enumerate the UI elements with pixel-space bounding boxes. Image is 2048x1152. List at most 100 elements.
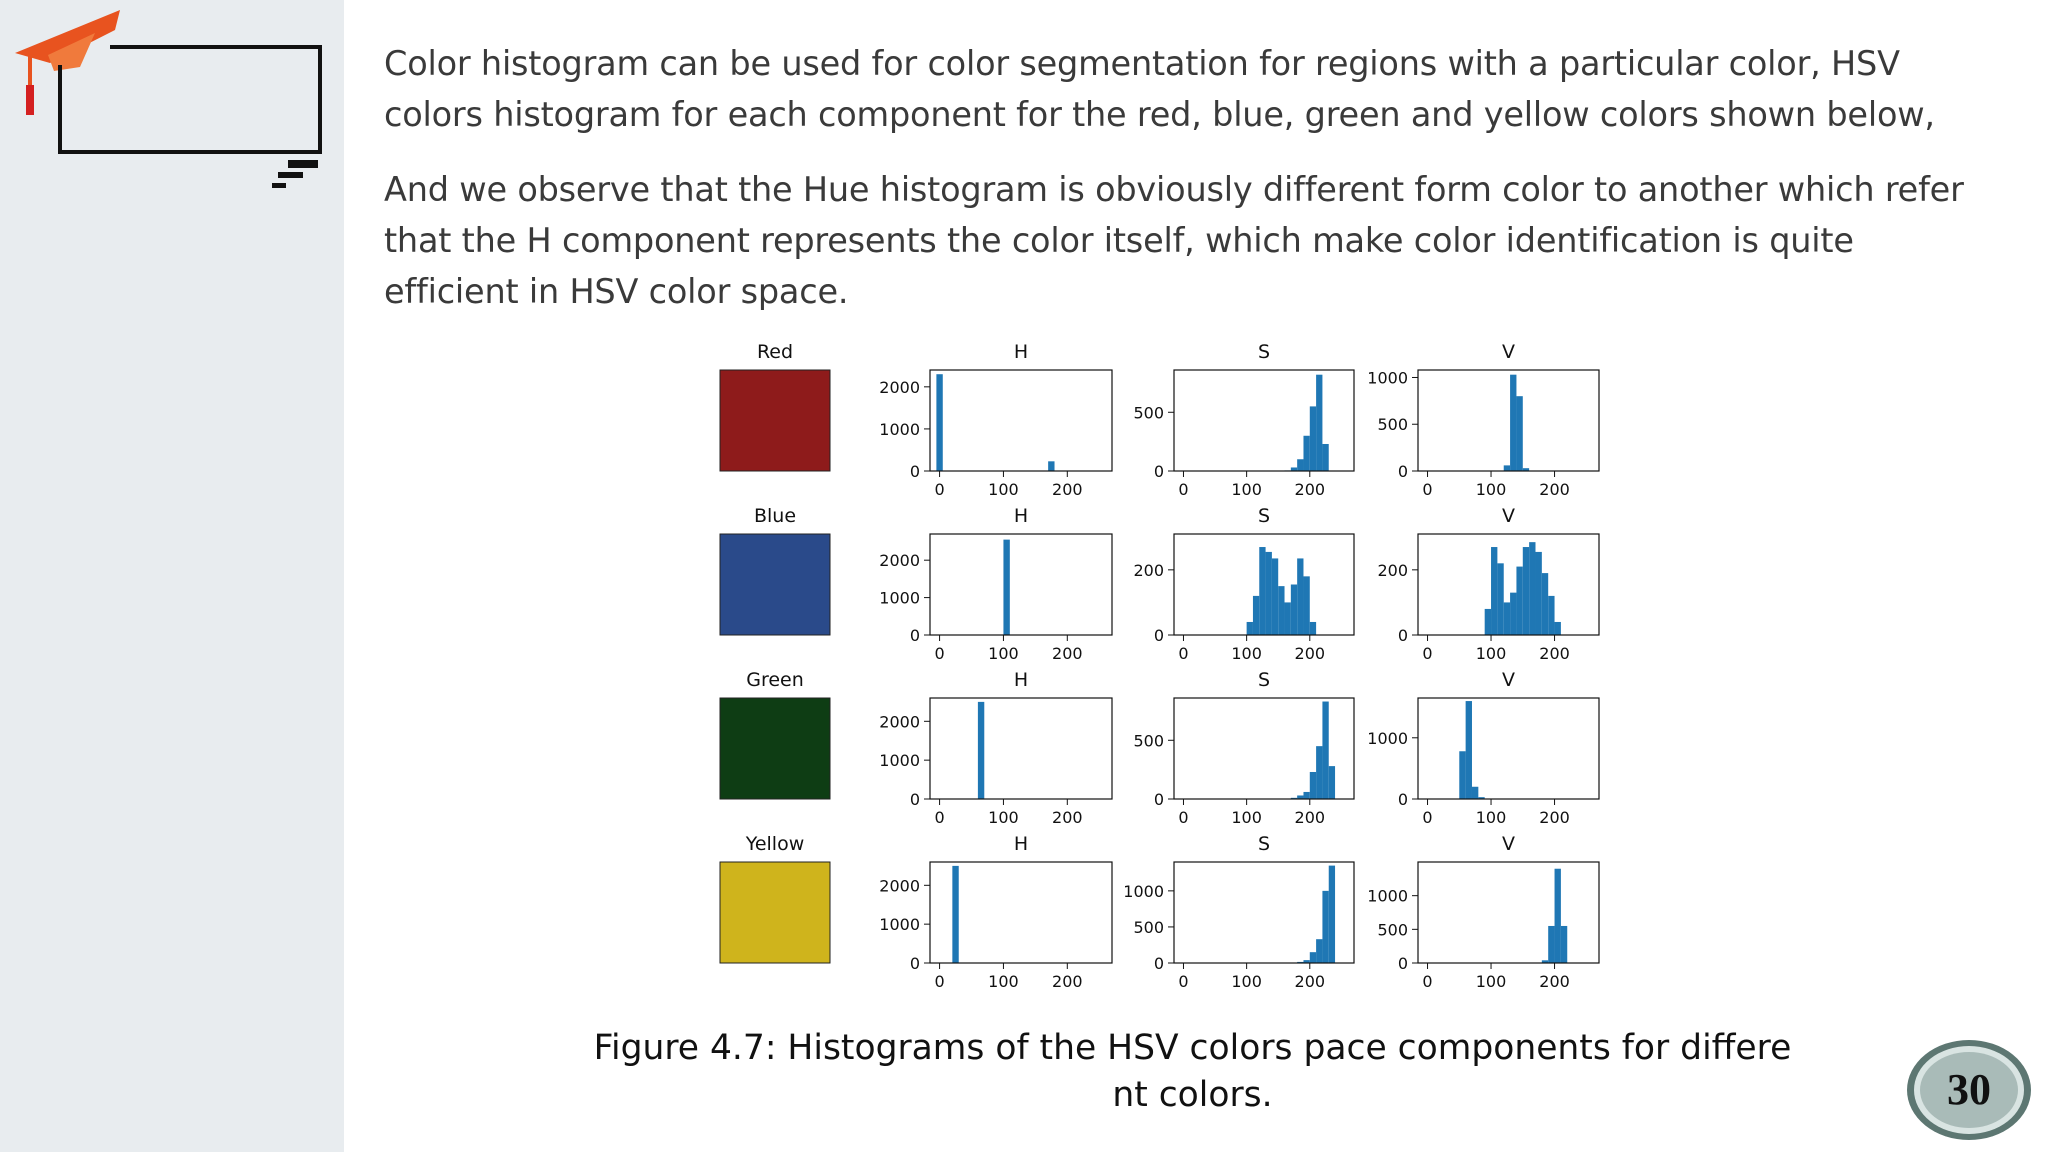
ytick-label-green-h: 1000 bbox=[879, 751, 920, 770]
xtick-label-green-s: 100 bbox=[1231, 808, 1262, 827]
ytick-label-blue-h: 1000 bbox=[879, 589, 920, 608]
bar-yellow-h-0 bbox=[952, 865, 959, 963]
subplot-title-red-h: H bbox=[1014, 341, 1028, 363]
bar-blue-s-8 bbox=[1297, 558, 1304, 635]
swatch-blue bbox=[719, 533, 831, 636]
xtick-label-green-s: 0 bbox=[1178, 808, 1188, 827]
bar-green-s-4 bbox=[1316, 746, 1323, 799]
bar-green-s-2 bbox=[1303, 791, 1310, 799]
ytick-label-yellow-h: 0 bbox=[910, 954, 920, 973]
ytick-label-blue-h: 2000 bbox=[879, 551, 920, 570]
swatch-green bbox=[719, 697, 831, 800]
ytick-label-yellow-s: 1000 bbox=[1123, 882, 1164, 901]
subplot-title-yellow-s: S bbox=[1258, 833, 1270, 855]
xtick-label-yellow-s: 0 bbox=[1178, 972, 1188, 991]
bar-green-v-2 bbox=[1471, 786, 1479, 799]
graduation-cap-logo-icon bbox=[15, 10, 322, 188]
xtick-label-blue-v: 100 bbox=[1476, 644, 1507, 663]
xtick-label-red-s: 0 bbox=[1178, 480, 1188, 499]
bar-blue-v-6 bbox=[1522, 547, 1530, 635]
bar-blue-s-0 bbox=[1246, 621, 1253, 635]
xtick-label-blue-s: 200 bbox=[1295, 644, 1326, 663]
bar-yellow-v-1 bbox=[1541, 960, 1549, 963]
bar-red-v-3 bbox=[1522, 468, 1530, 471]
ytick-label-green-v: 1000 bbox=[1367, 729, 1408, 748]
xtick-label-green-v: 100 bbox=[1476, 808, 1507, 827]
subplot-title-blue-v: V bbox=[1502, 505, 1515, 527]
subplot-title-green-s: S bbox=[1258, 669, 1270, 691]
xtick-label-blue-v: 200 bbox=[1539, 644, 1570, 663]
row-label-yellow: Yellow bbox=[745, 833, 805, 855]
ytick-label-red-v: 1000 bbox=[1367, 368, 1408, 387]
bar-blue-v-7 bbox=[1529, 542, 1536, 635]
bar-blue-v-1 bbox=[1491, 547, 1498, 635]
xtick-label-yellow-s: 100 bbox=[1231, 972, 1262, 991]
bar-red-s-4 bbox=[1309, 406, 1317, 471]
plot-frame-yellow-v bbox=[1417, 861, 1600, 964]
bar-green-v-3 bbox=[1478, 797, 1485, 799]
bar-blue-v-4 bbox=[1510, 592, 1517, 635]
bar-blue-v-2 bbox=[1497, 563, 1504, 635]
bar-red-v-2 bbox=[1516, 396, 1523, 471]
ytick-label-green-s: 0 bbox=[1154, 790, 1164, 809]
plot-frame-red-h bbox=[929, 369, 1113, 472]
xtick-label-blue-s: 0 bbox=[1178, 644, 1188, 663]
xtick-label-green-v: 200 bbox=[1539, 808, 1570, 827]
bar-blue-s-5 bbox=[1278, 586, 1285, 635]
page-number-badge: 30 bbox=[1907, 1040, 2031, 1140]
bar-green-s-5 bbox=[1322, 701, 1329, 799]
bar-red-s-3 bbox=[1303, 435, 1310, 471]
bar-blue-v-3 bbox=[1503, 602, 1511, 635]
bar-red-h-0 bbox=[936, 374, 943, 471]
plot-frame-red-s bbox=[1173, 369, 1355, 472]
subplot-title-yellow-v: V bbox=[1502, 833, 1515, 855]
ytick-label-blue-v: 0 bbox=[1398, 626, 1408, 645]
bar-green-s-1 bbox=[1297, 795, 1304, 799]
bar-blue-v-9 bbox=[1541, 573, 1549, 635]
xtick-label-red-s: 100 bbox=[1231, 480, 1262, 499]
bar-yellow-s-6 bbox=[1322, 890, 1329, 963]
xtick-label-blue-h: 100 bbox=[988, 644, 1019, 663]
bar-blue-s-7 bbox=[1290, 584, 1298, 635]
plot-frame-blue-s bbox=[1173, 533, 1355, 636]
bar-green-h-0 bbox=[977, 701, 985, 799]
ytick-label-blue-s: 0 bbox=[1154, 626, 1164, 645]
bar-blue-s-1 bbox=[1252, 595, 1260, 635]
ytick-label-yellow-v: 1000 bbox=[1367, 887, 1408, 906]
xtick-label-green-s: 200 bbox=[1295, 808, 1326, 827]
ytick-label-yellow-v: 500 bbox=[1377, 920, 1408, 939]
bar-yellow-s-4 bbox=[1309, 952, 1317, 963]
subplot-title-red-v: V bbox=[1502, 341, 1515, 363]
figure-caption: Figure 4.7: Histograms of the HSV colors… bbox=[560, 1025, 1825, 1119]
ytick-label-blue-s: 200 bbox=[1133, 561, 1164, 580]
bar-blue-s-10 bbox=[1309, 621, 1317, 635]
ytick-label-red-h: 0 bbox=[910, 462, 920, 481]
bar-blue-v-8 bbox=[1535, 551, 1542, 635]
cap-base-icon bbox=[48, 33, 95, 71]
bar-blue-v-11 bbox=[1554, 621, 1561, 635]
plot-frame-yellow-s bbox=[1173, 861, 1355, 964]
ytick-label-green-v: 0 bbox=[1398, 790, 1408, 809]
xtick-label-green-h: 100 bbox=[988, 808, 1019, 827]
xtick-label-red-v: 0 bbox=[1422, 480, 1432, 499]
subplot-title-blue-s: S bbox=[1258, 505, 1270, 527]
subplot-title-yellow-h: H bbox=[1014, 833, 1028, 855]
ytick-label-blue-h: 0 bbox=[910, 626, 920, 645]
bar-yellow-v-4 bbox=[1560, 925, 1568, 963]
ytick-label-yellow-s: 500 bbox=[1133, 918, 1164, 937]
ytick-label-red-s: 500 bbox=[1133, 403, 1164, 422]
bar-blue-h-0 bbox=[1003, 539, 1010, 635]
plot-frame-yellow-h bbox=[929, 861, 1113, 964]
bar-green-v-1 bbox=[1465, 701, 1472, 799]
subplot-title-red-s: S bbox=[1258, 341, 1270, 363]
plot-frame-green-h bbox=[929, 697, 1113, 800]
xtick-label-red-v: 200 bbox=[1539, 480, 1570, 499]
bar-blue-s-6 bbox=[1284, 602, 1291, 635]
bar-red-v-1 bbox=[1510, 374, 1517, 471]
bar-blue-s-3 bbox=[1265, 551, 1272, 635]
xtick-label-green-v: 0 bbox=[1422, 808, 1432, 827]
xtick-label-blue-s: 100 bbox=[1231, 644, 1262, 663]
plot-frame-blue-h bbox=[929, 533, 1113, 636]
swatch-yellow bbox=[719, 861, 831, 964]
